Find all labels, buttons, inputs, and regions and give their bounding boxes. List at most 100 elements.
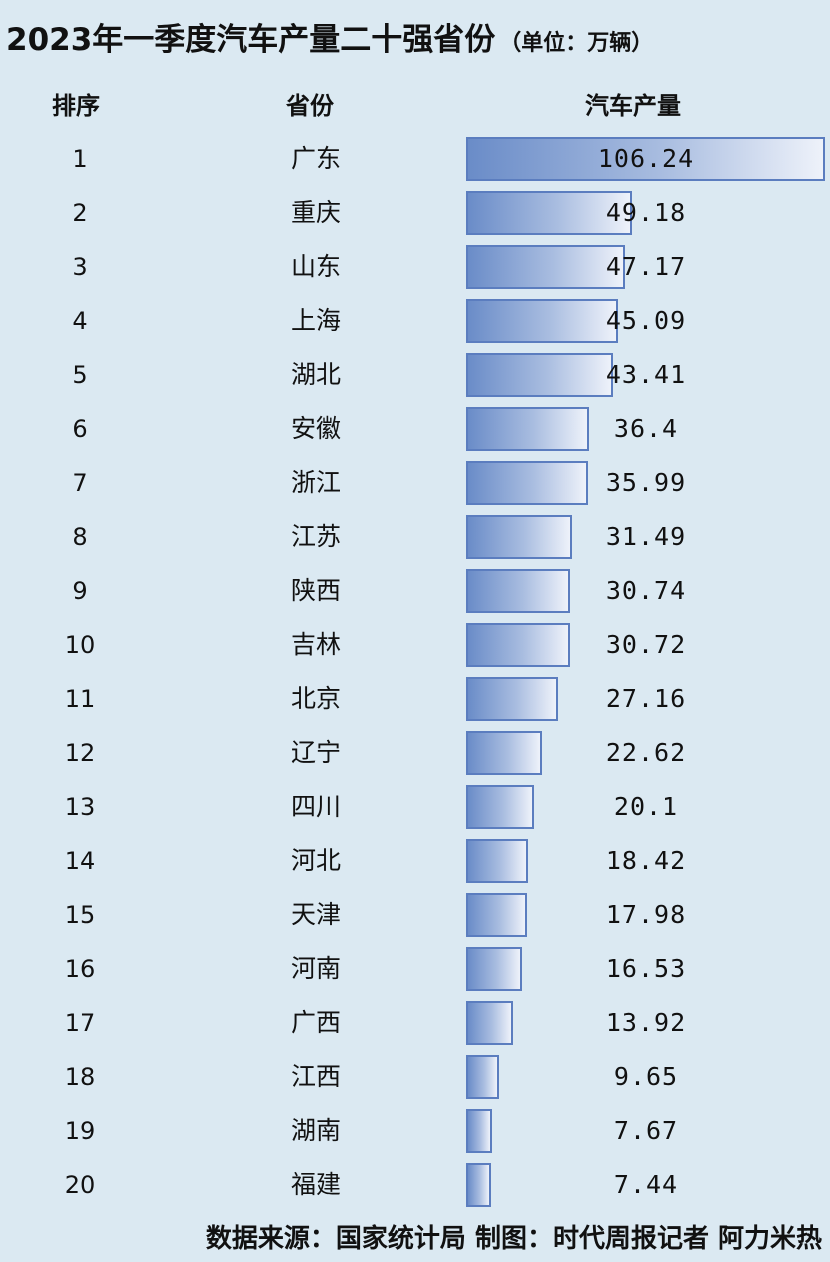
value-label: 20.1 — [613, 792, 679, 821]
rank-label: 19 — [64, 1117, 96, 1145]
production-bar — [466, 731, 542, 775]
province-label: 河北 — [290, 846, 341, 875]
value-label: 47.17 — [605, 252, 687, 281]
production-bar — [466, 623, 570, 667]
table-row: 19 湖南 7.67 — [0, 1104, 830, 1158]
table-row: 1 广东 106.24 — [0, 132, 830, 186]
header-province: 省份 — [286, 92, 334, 120]
value-label: 16.53 — [605, 954, 687, 983]
province-label: 河南 — [290, 954, 341, 983]
value-label: 36.4 — [613, 414, 679, 443]
value-label: 7.67 — [613, 1116, 679, 1145]
table-row: 20 福建 7.44 — [0, 1158, 830, 1212]
rank-label: 11 — [64, 685, 96, 713]
table-row: 7 浙江 35.99 — [0, 456, 830, 510]
production-bar — [466, 299, 618, 343]
header-production: 汽车产量 — [585, 92, 681, 120]
value-label: 13.92 — [605, 1008, 687, 1037]
title-row: 2023年一季度汽车产量二十强省份 （单位：万辆） — [6, 14, 826, 70]
source-footer: 数据来源：国家统计局 制图：时代周报记者 阿力米热 — [205, 1224, 822, 1254]
province-label: 辽宁 — [290, 738, 341, 767]
province-label: 浙江 — [290, 468, 341, 497]
province-label: 北京 — [290, 684, 341, 713]
rank-label: 12 — [64, 739, 96, 767]
table-row: 14 河北 18.42 — [0, 834, 830, 888]
rank-label: 8 — [72, 523, 88, 551]
production-bar — [466, 407, 589, 451]
rank-label: 9 — [72, 577, 88, 605]
production-bar — [466, 1163, 491, 1207]
table-row: 16 河南 16.53 — [0, 942, 830, 996]
chart-title: 2023年一季度汽车产量二十强省份 — [6, 22, 496, 58]
rank-label: 10 — [64, 631, 96, 659]
value-label: 35.99 — [605, 468, 687, 497]
rank-label: 13 — [64, 793, 96, 821]
table-row: 6 安徽 36.4 — [0, 402, 830, 456]
rank-label: 14 — [64, 847, 96, 875]
value-label: 43.41 — [605, 360, 687, 389]
value-label: 27.16 — [605, 684, 687, 713]
province-label: 福建 — [290, 1170, 341, 1199]
production-bar — [466, 191, 632, 235]
table-row: 12 辽宁 22.62 — [0, 726, 830, 780]
province-label: 广东 — [290, 144, 341, 173]
production-bar — [466, 137, 825, 181]
production-bar — [466, 893, 527, 937]
rank-label: 3 — [72, 253, 88, 281]
value-label: 49.18 — [605, 198, 687, 227]
value-label: 18.42 — [605, 846, 687, 875]
province-label: 四川 — [290, 792, 341, 821]
rank-label: 20 — [64, 1171, 96, 1199]
rank-label: 4 — [72, 307, 88, 335]
value-label: 17.98 — [605, 900, 687, 929]
production-bar — [466, 785, 534, 829]
production-bar — [466, 353, 613, 397]
value-label: 7.44 — [613, 1170, 679, 1199]
production-bar — [466, 1001, 513, 1045]
production-bar — [466, 947, 522, 991]
province-label: 山东 — [290, 252, 341, 281]
province-label: 湖南 — [290, 1116, 341, 1145]
rank-label: 1 — [72, 145, 88, 173]
value-label: 30.72 — [605, 630, 687, 659]
unit-label: （单位：万辆） — [499, 31, 654, 56]
header-rank: 排序 — [52, 92, 100, 120]
rank-label: 2 — [72, 199, 88, 227]
table-row: 9 陕西 30.74 — [0, 564, 830, 618]
table-row: 15 天津 17.98 — [0, 888, 830, 942]
production-bar — [466, 245, 625, 289]
production-bar — [466, 569, 570, 613]
province-label: 重庆 — [290, 198, 341, 227]
rank-label: 17 — [64, 1009, 96, 1037]
province-label: 江西 — [290, 1062, 341, 1091]
province-label: 吉林 — [290, 630, 341, 659]
table-row: 10 吉林 30.72 — [0, 618, 830, 672]
province-label: 江苏 — [290, 522, 341, 551]
table-row: 5 湖北 43.41 — [0, 348, 830, 402]
province-label: 安徽 — [290, 414, 341, 443]
value-label: 45.09 — [605, 306, 687, 335]
value-label: 22.62 — [605, 738, 687, 767]
value-label: 106.24 — [597, 144, 695, 173]
production-bar — [466, 1055, 499, 1099]
value-label: 9.65 — [613, 1062, 679, 1091]
production-bar — [466, 515, 572, 559]
production-bar — [466, 839, 528, 883]
table-row: 3 山东 47.17 — [0, 240, 830, 294]
province-label: 广西 — [290, 1008, 341, 1037]
province-label: 上海 — [290, 306, 341, 335]
province-label: 天津 — [290, 900, 341, 929]
province-label: 陕西 — [290, 576, 341, 605]
table-row: 13 四川 20.1 — [0, 780, 830, 834]
table-row: 18 江西 9.65 — [0, 1050, 830, 1104]
table-row: 17 广西 13.92 — [0, 996, 830, 1050]
rank-label: 6 — [72, 415, 88, 443]
table-row: 8 江苏 31.49 — [0, 510, 830, 564]
production-bar — [466, 677, 558, 721]
rank-label: 18 — [64, 1063, 96, 1091]
value-label: 31.49 — [605, 522, 687, 551]
table-row: 11 北京 27.16 — [0, 672, 830, 726]
province-label: 湖北 — [290, 360, 341, 389]
rank-label: 5 — [72, 361, 88, 389]
